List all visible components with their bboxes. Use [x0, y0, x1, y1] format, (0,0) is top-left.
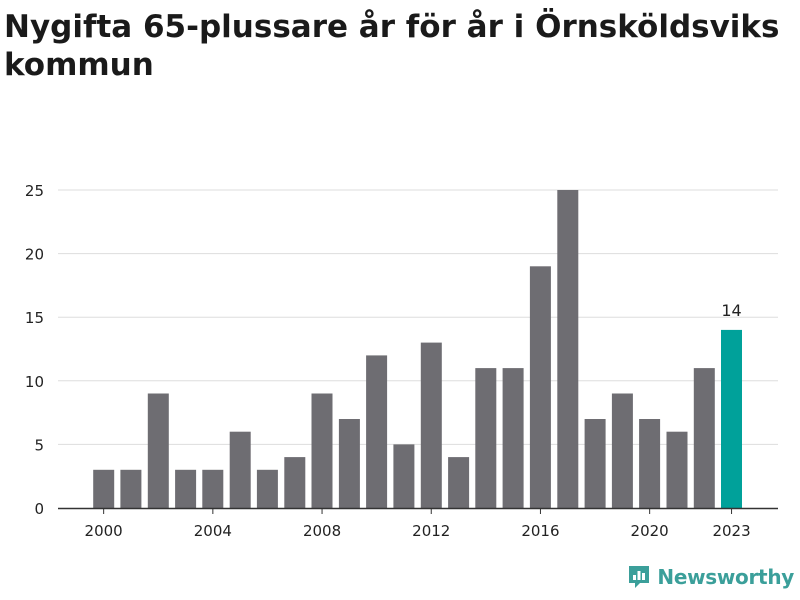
data-labels: 14	[721, 301, 741, 320]
x-tick-label: 2012	[412, 522, 450, 540]
bar-2022	[693, 368, 715, 508]
x-tick-label: 2020	[631, 522, 669, 540]
bar-2003	[175, 469, 197, 508]
bar-2023	[721, 329, 742, 508]
bar-2000	[93, 469, 115, 508]
y-tick-label: 5	[34, 436, 44, 454]
y-axis-tick-labels: 0 5 10 15 20 25	[25, 182, 44, 518]
bar-2010	[366, 355, 388, 508]
x-tick-label: 2004	[194, 522, 232, 540]
y-tick-label: 10	[25, 373, 44, 391]
data-label-highlight: 14	[721, 301, 741, 320]
bar-2006	[256, 469, 278, 508]
y-tick-label: 0	[34, 500, 44, 518]
bar-2007	[284, 457, 306, 508]
bar-2015	[502, 368, 524, 508]
bar-2020	[639, 419, 661, 508]
newsworthy-brand: Newsworthy	[627, 564, 794, 590]
bars	[93, 190, 742, 508]
bar-2019	[611, 393, 633, 508]
bar-2014	[475, 368, 497, 508]
bar-2004	[202, 469, 224, 508]
chart-title: Nygifta 65-plussare år för år i Örnsköld…	[4, 9, 780, 83]
y-tick-label: 15	[25, 309, 44, 327]
bar-2005	[229, 431, 251, 508]
x-tick-label: 2016	[521, 522, 559, 540]
bar-2016	[529, 266, 551, 508]
bar-2017	[557, 190, 579, 508]
newsworthy-logo-icon	[629, 566, 650, 588]
y-tick-label: 20	[25, 246, 44, 264]
bar-2002	[147, 393, 169, 508]
bar-2021	[666, 431, 688, 508]
bar-2001	[120, 469, 142, 508]
x-tick-label: 2023	[712, 522, 750, 540]
bar-2018	[584, 419, 606, 508]
bar-2011	[393, 444, 415, 508]
newsworthy-brand-name: Newsworthy	[657, 565, 794, 589]
y-tick-label: 25	[25, 182, 44, 200]
bar-2012	[420, 342, 442, 508]
bar-2008	[311, 393, 333, 508]
bar-2013	[448, 457, 470, 508]
bar-2009	[338, 419, 360, 508]
x-tick-label: 2000	[85, 522, 123, 540]
x-axis: 2000 2004 2008 2012 2016 2020 2023	[58, 507, 778, 540]
x-tick-label: 2008	[303, 522, 341, 540]
gridlines	[58, 189, 778, 445]
